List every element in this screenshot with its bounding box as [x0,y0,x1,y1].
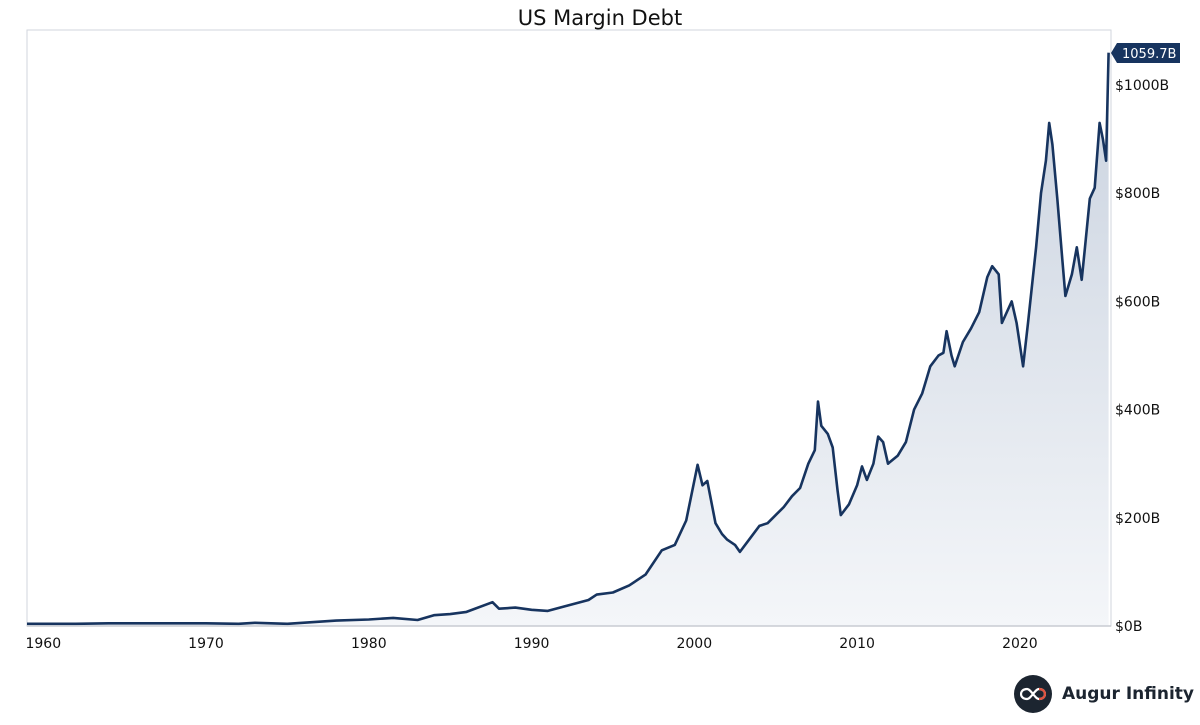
x-tick-label: 1970 [188,636,224,652]
y-tick-label: $800B [1115,186,1160,202]
y-tick-label: $0B [1115,619,1142,635]
y-tick-label: $1000B [1115,78,1169,94]
x-tick-label: 2000 [676,636,712,652]
x-tick-label: 2020 [1002,636,1038,652]
chart-title: US Margin Debt [517,6,683,30]
series-area [27,52,1109,626]
last-value-label: 1059.7B [1122,47,1176,62]
series-line [27,52,1110,626]
brand-name: Augur Infinity [1062,684,1194,704]
y-tick-label: $400B [1115,403,1160,419]
x-tick-label: 1990 [514,636,550,652]
x-tick-label: 1980 [351,636,387,652]
infinity-icon [1014,675,1052,713]
x-tick-label: 1960 [25,636,61,652]
x-tick-label: 2010 [839,636,875,652]
brand-watermark: Augur Infinity [1014,675,1194,713]
last-value-badge [1111,43,1180,63]
y-tick-label: $600B [1115,294,1160,310]
y-tick-label: $200B [1115,511,1160,527]
